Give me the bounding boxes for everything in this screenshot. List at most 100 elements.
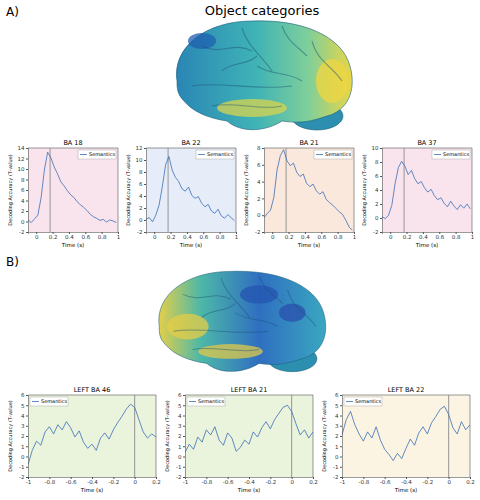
activation-blob: [316, 59, 348, 103]
figure-title: Object categories: [205, 3, 320, 18]
y-axis-title: Decoding Accuracy (T-value): [361, 154, 368, 226]
y-axis: -2024681012: [136, 145, 147, 235]
tick-label: 0.4: [183, 234, 192, 240]
plot-data: [185, 395, 313, 477]
tick-mark: [26, 222, 28, 223]
tick: 6: [139, 181, 146, 187]
tick-mark: [183, 416, 185, 417]
tick: -1: [176, 464, 185, 470]
data-line: [28, 152, 116, 222]
sulcus: [212, 105, 282, 108]
tick-label: -0.6: [66, 479, 77, 485]
tick: 0.2: [152, 477, 161, 485]
tick-mark: [340, 416, 342, 417]
tick: 0.2: [403, 232, 412, 240]
tick: 2: [257, 196, 264, 202]
chart: -1-0.8-0.6-0.4-0.200.2-2-10123456LEFT BA…: [7, 386, 161, 493]
tick-mark: [183, 436, 185, 437]
plot-background: [342, 395, 470, 477]
event-line: [50, 148, 51, 232]
tick: 0: [178, 454, 185, 460]
tick-label: 0.2: [167, 234, 176, 240]
tick-label: 1: [235, 234, 239, 240]
tick-mark: [183, 426, 185, 427]
tick: -0.4: [401, 477, 412, 485]
x-axis: 00.20.40.60.81: [383, 232, 475, 240]
tick-label: 4: [139, 193, 143, 199]
tick-label: -0.2: [108, 479, 119, 485]
tick: 0: [133, 477, 137, 485]
tick-mark: [144, 148, 146, 149]
x-axis-title: Time (s): [237, 487, 260, 493]
tick-label: 2: [139, 205, 143, 211]
tick: 5: [178, 403, 185, 409]
tick-label: 2: [178, 433, 182, 439]
tick-mark: [380, 218, 382, 219]
tick-label: 0.4: [65, 234, 74, 240]
tick: 4: [139, 193, 146, 199]
tick-mark: [144, 220, 146, 221]
tick-mark: [340, 436, 342, 437]
tick: 0.8: [98, 232, 107, 240]
tick: -2: [176, 474, 185, 480]
tick: 0.2: [285, 232, 294, 240]
axis-line: [340, 396, 343, 478]
tick: 0: [139, 217, 146, 223]
chart-title: BA 18: [63, 139, 82, 147]
y-axis: -2-10123456: [333, 392, 342, 480]
tick-label: 0: [257, 212, 261, 218]
tick-label: 8: [139, 169, 143, 175]
event-line: [291, 395, 292, 477]
tick-label: 0.8: [216, 234, 225, 240]
tick-label: 3: [335, 423, 339, 429]
tick: -2: [19, 229, 28, 235]
axis-line: [26, 149, 29, 233]
sulcus: [222, 56, 257, 71]
legend-swatch: [198, 154, 205, 155]
tick-label: 2: [21, 208, 25, 214]
tick-mark: [340, 446, 342, 447]
tick-label: 6: [139, 181, 143, 187]
legend: Semantics: [187, 397, 225, 406]
legend: Semantics: [344, 397, 382, 406]
tick: 2: [139, 205, 146, 211]
legend-swatch: [32, 401, 39, 402]
y-axis: -20246810: [372, 145, 383, 235]
tick: 4: [178, 413, 185, 419]
legend-box: [344, 397, 382, 406]
tick: 0: [290, 477, 294, 485]
chart: 00.20.40.60.81-202468101214BA 18Time (s)…: [7, 139, 120, 248]
tick-mark: [380, 162, 382, 163]
tick-label: -1: [340, 479, 345, 485]
tick-mark: [340, 395, 342, 396]
tick-label: 3: [178, 423, 182, 429]
tick: 1: [471, 232, 475, 240]
tick: 0.8: [452, 232, 461, 240]
tick-mark: [340, 467, 342, 468]
tick-label: 0: [290, 479, 294, 485]
chart: 00.20.40.60.81-202468BA 21Time (s)Decodi…: [243, 139, 356, 248]
tick: 2: [21, 433, 28, 439]
tick: -2: [19, 474, 28, 480]
data-line: [264, 150, 352, 231]
legend-label: Semantics: [41, 398, 67, 404]
tick-label: 2: [21, 433, 25, 439]
tick: 0: [389, 232, 393, 240]
tick-mark: [26, 180, 28, 181]
plot-data: [382, 148, 470, 232]
plot-data: [28, 395, 156, 477]
tick-label: 1: [471, 234, 475, 240]
tick-label: 1: [117, 234, 121, 240]
tick-label: 8: [21, 177, 25, 183]
tick-label: -0.4: [401, 479, 412, 485]
tick: 0.8: [334, 232, 343, 240]
tick-label: 10: [18, 166, 25, 172]
legend: Semantics: [432, 150, 470, 159]
chart-title: BA 21: [299, 139, 318, 147]
tick-label: 5: [21, 403, 25, 409]
tick-label: -2: [255, 229, 260, 235]
legend-swatch: [434, 154, 441, 155]
chart-title: LEFT BA 21: [231, 386, 268, 394]
plot-background: [28, 395, 156, 477]
tick: 2: [21, 208, 28, 214]
